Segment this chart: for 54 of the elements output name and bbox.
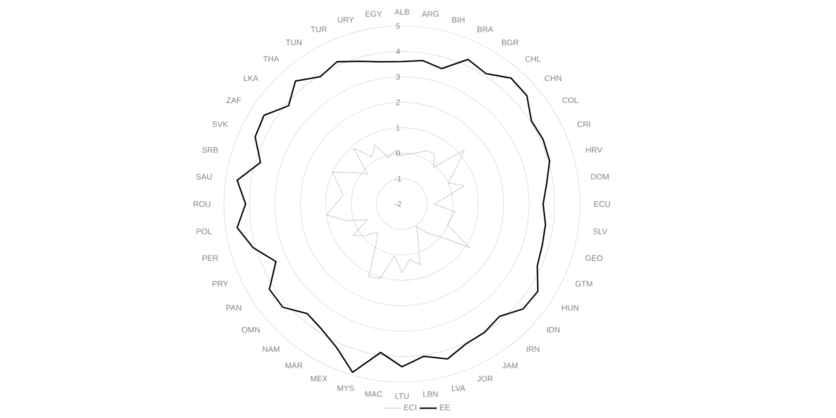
spoke-label: ALB bbox=[394, 9, 410, 15]
spoke-label: TUN bbox=[286, 40, 302, 46]
legend-label: EE bbox=[440, 404, 450, 410]
y-tick-label: 2 bbox=[396, 99, 400, 106]
spoke-label: URY bbox=[338, 16, 354, 23]
y-tick-label: -1 bbox=[394, 176, 402, 182]
spoke-label: SLV bbox=[593, 228, 608, 234]
spoke-label: ZAF bbox=[226, 97, 241, 103]
spoke-label: MYS bbox=[338, 385, 354, 392]
spoke-label: DOM bbox=[591, 174, 609, 180]
spoke-label: MAR bbox=[286, 362, 302, 368]
spoke-label: SAU bbox=[196, 174, 212, 180]
y-tick-label: 4 bbox=[396, 48, 400, 54]
spoke-label: JAM bbox=[502, 362, 518, 368]
spoke-label: PAN bbox=[226, 305, 242, 311]
y-tick-label: -2 bbox=[394, 201, 402, 207]
spoke-label: ECU bbox=[594, 201, 610, 207]
spoke-label: GEO bbox=[585, 255, 602, 261]
spoke-label: CHL bbox=[525, 56, 541, 62]
spoke-label: OMN bbox=[242, 326, 260, 333]
spoke-label: SRB bbox=[202, 147, 218, 153]
spoke-label: LTU bbox=[395, 393, 409, 399]
spoke-label: HUN bbox=[562, 305, 578, 311]
spoke-label: LVA bbox=[452, 385, 466, 391]
spoke-label: ROU bbox=[194, 201, 210, 207]
y-tick-label: 3 bbox=[396, 74, 400, 80]
spoke-label: IDN bbox=[547, 326, 560, 332]
spoke-label: CHN bbox=[544, 75, 562, 82]
spoke-label: TUR bbox=[310, 26, 327, 32]
spoke-label: PER bbox=[202, 255, 218, 261]
spoke-label: MEX bbox=[310, 376, 328, 382]
y-tick-label: 5 bbox=[396, 23, 400, 29]
spoke-label: LKA bbox=[244, 76, 258, 82]
spoke-label: EGY bbox=[366, 11, 382, 17]
y-tick-label: 1 bbox=[396, 124, 400, 130]
spoke-label: MAC bbox=[365, 391, 382, 397]
spoke-label: COL bbox=[562, 97, 578, 104]
spoke-label: LBN bbox=[423, 391, 438, 397]
spoke-label: ARG bbox=[422, 11, 439, 17]
legend-label: ECI bbox=[404, 404, 416, 410]
spoke-label: POL bbox=[196, 228, 212, 234]
spoke-label: PRY bbox=[212, 281, 228, 287]
spoke-label: IRN bbox=[526, 346, 540, 352]
spoke-label: HRV bbox=[586, 147, 602, 153]
spoke-label: THA bbox=[263, 56, 280, 62]
spoke-label: NAM bbox=[262, 346, 280, 352]
spoke-label: JOR bbox=[477, 376, 493, 382]
spoke-label: SVK bbox=[212, 121, 228, 128]
spoke-label: GTM bbox=[575, 280, 592, 287]
spoke-label: BRA bbox=[478, 26, 494, 32]
spoke-label: BGR bbox=[502, 40, 518, 46]
spoke-label: CRI bbox=[577, 121, 590, 128]
spoke-label: BIH bbox=[452, 17, 464, 23]
y-tick-label: 0 bbox=[396, 150, 400, 156]
